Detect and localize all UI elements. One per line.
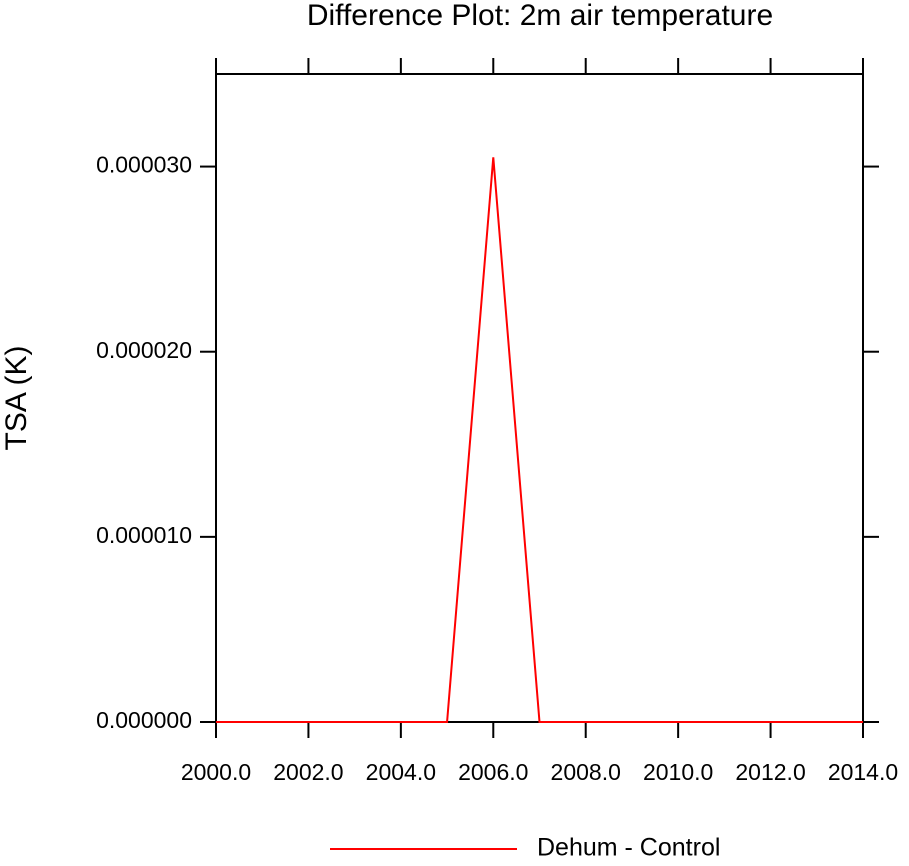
y-tick-label: 0.000030 bbox=[96, 152, 192, 178]
plot-frame bbox=[215, 73, 864, 723]
chart-title: Difference Plot: 2m air temperature bbox=[307, 0, 773, 32]
data-line bbox=[216, 157, 863, 723]
x-tick-label: 2004.0 bbox=[366, 759, 436, 785]
x-tick-label: 2002.0 bbox=[273, 759, 343, 785]
legend-label: Dehum - Control bbox=[537, 834, 720, 861]
x-tick-label: 2012.0 bbox=[735, 759, 805, 785]
y-tick-label: 0.000020 bbox=[96, 337, 192, 363]
x-tick-label: 2014.0 bbox=[828, 759, 898, 785]
x-tick-label: 2006.0 bbox=[458, 759, 528, 785]
y-tick-label: 0.000010 bbox=[96, 522, 192, 548]
x-tick-label: 2000.0 bbox=[181, 759, 251, 785]
y-axis-label: TSA (K) bbox=[0, 345, 33, 450]
x-tick-label: 2008.0 bbox=[551, 759, 621, 785]
x-tick-label: 2010.0 bbox=[643, 759, 713, 785]
y-tick-label: 0.000000 bbox=[96, 707, 192, 733]
